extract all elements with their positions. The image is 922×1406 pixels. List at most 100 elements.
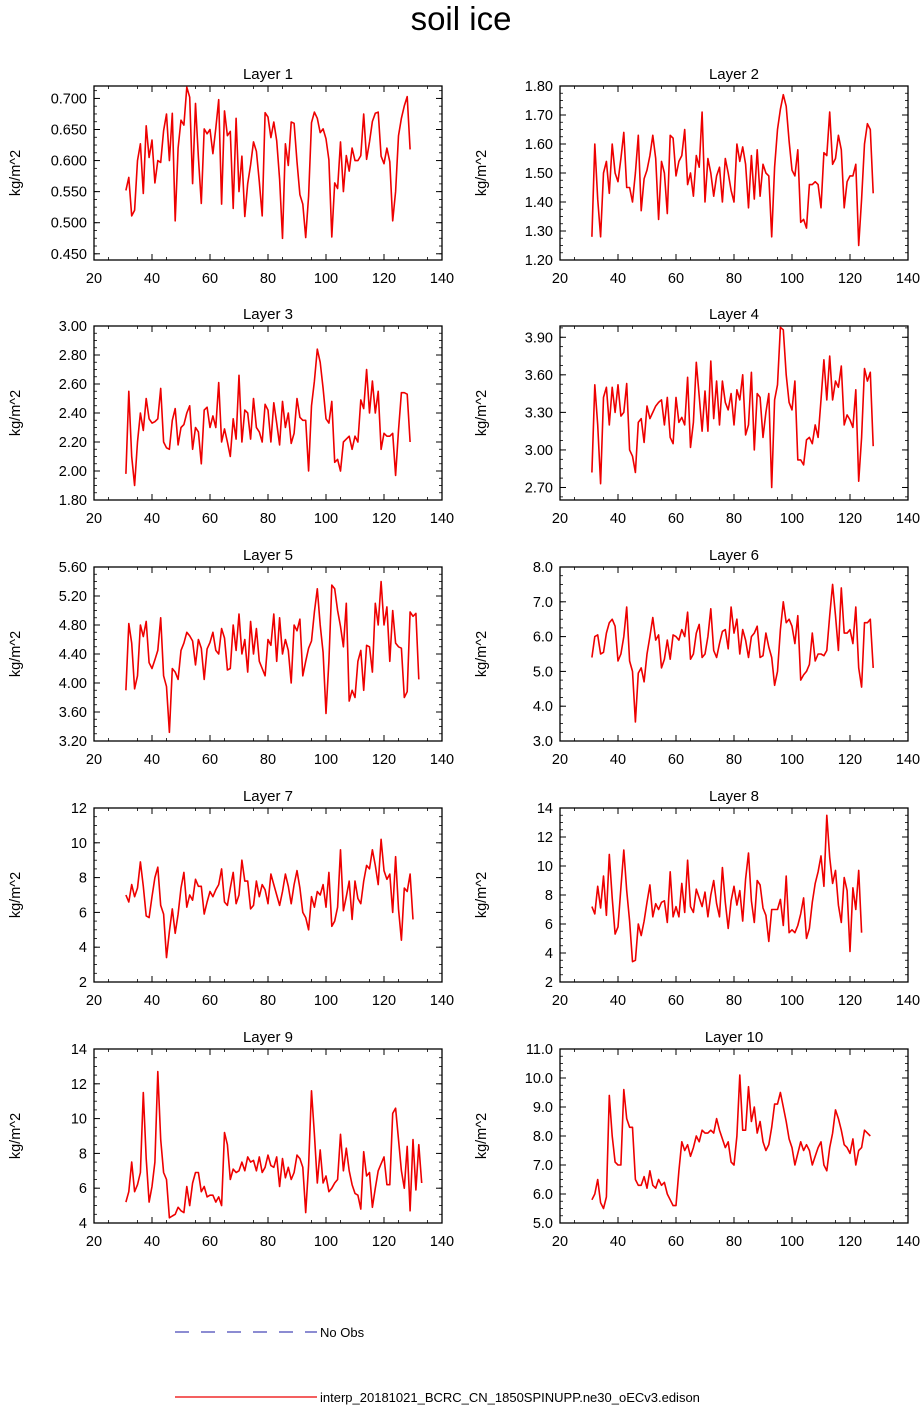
x-tick-label: 80 xyxy=(260,1234,276,1250)
y-tick-label: 3.0 xyxy=(533,734,553,750)
y-tick-label: 1.50 xyxy=(525,166,553,182)
x-tick-label: 100 xyxy=(314,993,338,1009)
y-tick-label: 4 xyxy=(545,946,553,962)
chart-panel: Layer 7 20 40 60 80 100 120 140 2 4 6 8 10 12 kg/m^2 xyxy=(8,788,454,1009)
x-tick-label: 120 xyxy=(838,1234,862,1250)
series-line xyxy=(125,838,414,959)
y-tick-label: 6 xyxy=(79,1181,87,1197)
y-tick-label: 2 xyxy=(545,975,553,991)
chart-panel: Layer 10 20 40 60 80 100 120 140 5.0 6.0 7.0 8.0 9.0… xyxy=(474,1029,920,1250)
x-tick-label: 100 xyxy=(780,271,804,287)
x-tick-label: 20 xyxy=(86,993,102,1009)
y-tick-label: 8.0 xyxy=(533,560,553,576)
chart-panel: Layer 2 20 40 60 80 100 120 140 1.20 1.30 1.40 1.50… xyxy=(474,66,920,287)
y-tick-label: 6.0 xyxy=(533,1187,553,1203)
x-tick-label: 40 xyxy=(610,511,626,527)
y-axis-label: kg/m^2 xyxy=(474,1113,490,1159)
chart-panel: Layer 5 20 40 60 80 100 120 140 3.20 3.60 4.00 4.40… xyxy=(8,547,454,768)
panel-title: Layer 5 xyxy=(243,547,293,564)
series-line xyxy=(125,348,411,487)
panels: Layer 1 20 40 60 80 100 120 140 0.450 0.500 0.550 0… xyxy=(8,66,920,1250)
x-tick-label: 60 xyxy=(202,993,218,1009)
y-tick-label: 7.0 xyxy=(533,1158,553,1174)
page-title: soil ice xyxy=(411,0,512,37)
y-tick-label: 1.70 xyxy=(525,108,553,124)
y-axis-label: kg/m^2 xyxy=(474,631,490,677)
plot-frame xyxy=(93,1048,443,1224)
x-tick-label: 60 xyxy=(202,752,218,768)
x-tick-label: 40 xyxy=(610,752,626,768)
y-tick-label: 10 xyxy=(537,859,553,875)
x-tick-label: 80 xyxy=(726,511,742,527)
y-tick-label: 1.40 xyxy=(525,195,553,211)
y-tick-label: 8.0 xyxy=(533,1129,553,1145)
y-tick-label: 0.650 xyxy=(51,123,87,139)
x-tick-label: 40 xyxy=(144,271,160,287)
x-tick-label: 140 xyxy=(896,511,920,527)
y-tick-label: 3.60 xyxy=(525,368,553,384)
y-tick-label: 2.00 xyxy=(59,464,87,480)
y-tick-label: 10 xyxy=(71,836,87,852)
y-tick-label: 0.450 xyxy=(51,247,87,263)
y-axis-label: kg/m^2 xyxy=(8,872,24,918)
series-line xyxy=(591,93,874,247)
y-tick-label: 6 xyxy=(545,917,553,933)
y-tick-label: 12 xyxy=(537,830,553,846)
y-tick-label: 2.70 xyxy=(525,480,553,496)
x-tick-label: 80 xyxy=(726,1234,742,1250)
x-tick-label: 100 xyxy=(780,752,804,768)
y-tick-label: 0.700 xyxy=(51,91,87,107)
y-tick-label: 10.0 xyxy=(525,1071,553,1087)
y-tick-label: 4 xyxy=(79,1216,87,1232)
x-tick-label: 40 xyxy=(610,1234,626,1250)
x-tick-label: 40 xyxy=(144,752,160,768)
plot-frame xyxy=(559,566,909,742)
y-tick-label: 2.60 xyxy=(59,377,87,393)
y-tick-label: 3.20 xyxy=(59,734,87,750)
x-tick-label: 140 xyxy=(430,271,454,287)
y-axis-label: kg/m^2 xyxy=(474,150,490,196)
y-tick-label: 12 xyxy=(71,1077,87,1093)
x-tick-label: 140 xyxy=(896,993,920,1009)
y-tick-label: 14 xyxy=(71,1042,87,1058)
x-tick-label: 60 xyxy=(668,271,684,287)
x-tick-label: 40 xyxy=(610,993,626,1009)
x-tick-label: 20 xyxy=(86,1234,102,1250)
chart-panel: Layer 9 20 40 60 80 100 120 140 4 6 8 10 12 14 kg/m^2 xyxy=(8,1029,454,1250)
y-tick-label: 3.90 xyxy=(525,330,553,346)
x-tick-label: 60 xyxy=(668,1234,684,1250)
y-tick-label: 6.0 xyxy=(533,630,553,646)
x-tick-label: 120 xyxy=(372,752,396,768)
series-line xyxy=(125,580,420,734)
x-tick-label: 80 xyxy=(260,752,276,768)
y-tick-label: 1.30 xyxy=(525,224,553,240)
y-tick-label: 4.40 xyxy=(59,647,87,663)
y-tick-label: 1.20 xyxy=(525,253,553,269)
x-tick-label: 80 xyxy=(260,993,276,1009)
y-tick-label: 3.00 xyxy=(59,319,87,335)
chart-panel: Layer 1 20 40 60 80 100 120 140 0.450 0.500 0.550 0… xyxy=(8,66,454,287)
chart-panel: Layer 8 20 40 60 80 100 120 140 2 4 6 8 10 12 14 kg/m^2 xyxy=(474,788,920,1009)
x-tick-label: 80 xyxy=(260,271,276,287)
chart-panel: Layer 6 20 40 60 80 100 120 140 3.0 4.0 5.0 6.0 7.0 8… xyxy=(474,547,920,768)
y-tick-label: 4.80 xyxy=(59,618,87,634)
y-tick-label: 9.0 xyxy=(533,1100,553,1116)
x-tick-label: 60 xyxy=(202,511,218,527)
y-tick-label: 2.40 xyxy=(59,406,87,422)
x-tick-label: 120 xyxy=(838,993,862,1009)
y-tick-label: 1.60 xyxy=(525,137,553,153)
x-tick-label: 120 xyxy=(372,1234,396,1250)
x-tick-label: 100 xyxy=(780,511,804,527)
x-tick-label: 20 xyxy=(552,1234,568,1250)
y-tick-label: 8 xyxy=(79,871,87,887)
x-tick-label: 100 xyxy=(314,1234,338,1250)
y-tick-label: 12 xyxy=(71,801,87,817)
y-tick-label: 3.60 xyxy=(59,705,87,721)
x-tick-label: 120 xyxy=(372,993,396,1009)
y-tick-label: 3.00 xyxy=(525,443,553,459)
y-tick-label: 8 xyxy=(545,888,553,904)
series-line xyxy=(591,326,874,489)
x-tick-label: 60 xyxy=(202,271,218,287)
y-tick-label: 4.00 xyxy=(59,676,87,692)
y-tick-label: 1.80 xyxy=(59,493,87,509)
